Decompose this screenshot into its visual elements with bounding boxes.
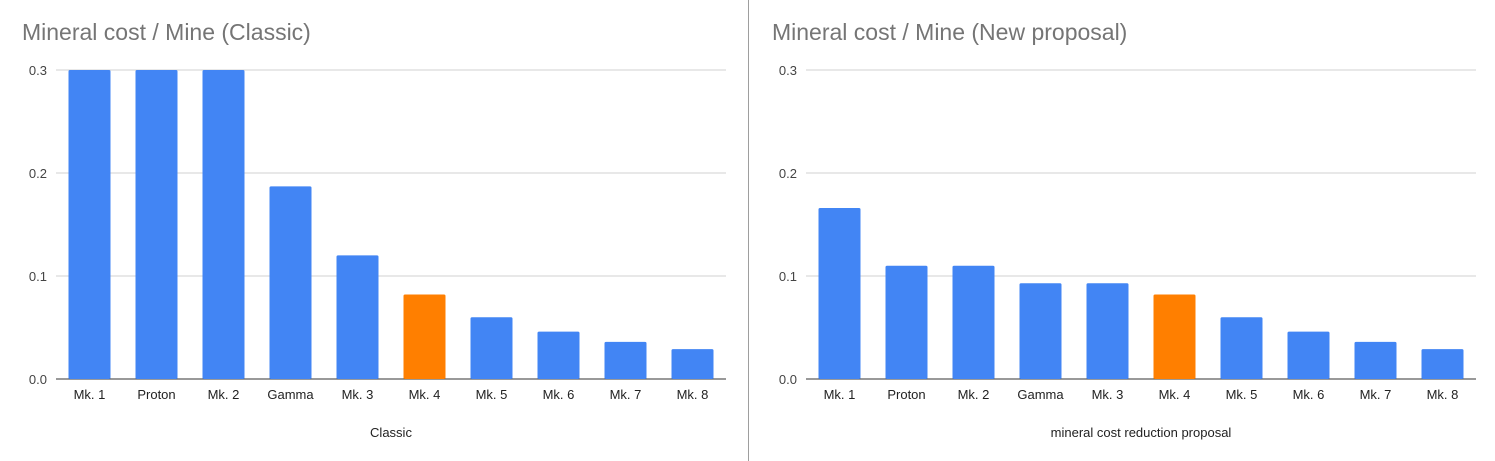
x-tick-label: Mk. 8 (1427, 387, 1459, 402)
bar-proton[interactable] (135, 70, 178, 379)
bar-mk-3[interactable] (336, 255, 379, 379)
y-tick-label: 0.3 (779, 63, 797, 78)
classic-chart-plot: 0.0 0.1 0.2 0.3 Mk. 1 Proton Mk. 2 Gamma Mk. 3 Mk… (29, 63, 726, 440)
x-axis-title: mineral cost reduction proposal (1051, 425, 1232, 440)
x-tick-label: Mk. 6 (543, 387, 575, 402)
x-tick-label: Mk. 4 (1159, 387, 1191, 402)
x-tick-label: Mk. 7 (610, 387, 642, 402)
classic-chart-title: Mineral cost / Mine (Classic) (22, 19, 311, 45)
y-tick-label: 0.2 (779, 166, 797, 181)
x-tick-label: Mk. 3 (1092, 387, 1124, 402)
x-tick-label: Mk. 2 (208, 387, 240, 402)
x-tick-label: Mk. 6 (1293, 387, 1325, 402)
proposal-chart-plot: 0.0 0.1 0.2 0.3 Mk. 1 Proton Mk. 2 Gamma Mk. 3 Mk… (779, 63, 1476, 440)
bar-proton[interactable] (885, 265, 928, 379)
x-tick-label: Mk. 1 (824, 387, 856, 402)
bar-gamma[interactable] (1019, 283, 1062, 379)
x-tick-label: Mk. 3 (342, 387, 374, 402)
panel-divider (748, 0, 749, 461)
bar-mk-6[interactable] (537, 331, 580, 379)
y-tick-label: 0.1 (779, 269, 797, 284)
x-tick-label: Mk. 2 (958, 387, 990, 402)
y-tick-label: 0.3 (29, 63, 47, 78)
x-tick-label: Gamma (1017, 387, 1064, 402)
x-axis-title: Classic (370, 425, 412, 440)
bar-mk-2[interactable] (202, 70, 245, 379)
x-tick-label: Gamma (267, 387, 314, 402)
x-tick-label: Proton (887, 387, 925, 402)
x-tick-label: Mk. 5 (1226, 387, 1258, 402)
bar-mk-2[interactable] (952, 265, 995, 379)
classic-chart-panel: Mineral cost / Mine (Classic) 0.0 0.1 0.2 0… (22, 19, 726, 440)
x-tick-label: Proton (137, 387, 175, 402)
bar-mk-5[interactable] (1220, 317, 1263, 379)
x-tick-label: Mk. 5 (476, 387, 508, 402)
x-tick-label: Mk. 8 (677, 387, 709, 402)
y-tick-label: 0.0 (29, 372, 47, 387)
bar-mk-7[interactable] (604, 341, 647, 379)
bar-mk-7[interactable] (1354, 341, 1397, 379)
bar-mk-5[interactable] (470, 317, 513, 379)
bar-mk-3[interactable] (1086, 283, 1129, 379)
bar-gamma[interactable] (269, 186, 312, 379)
bar-mk-6[interactable] (1287, 331, 1330, 379)
y-tick-label: 0.1 (29, 269, 47, 284)
proposal-chart-panel: Mineral cost / Mine (New proposal) 0.0 0.… (750, 0, 1495, 461)
bar-mk-4[interactable] (403, 294, 446, 379)
bar-mk-1[interactable] (68, 70, 111, 379)
proposal-chart-title: Mineral cost / Mine (New proposal) (772, 19, 1128, 45)
bar-mk-1[interactable] (818, 208, 861, 379)
bar-mk-8[interactable] (671, 349, 714, 379)
y-tick-label: 0.0 (779, 372, 797, 387)
x-tick-label: Mk. 4 (409, 387, 441, 402)
y-tick-label: 0.2 (29, 166, 47, 181)
x-tick-label: Mk. 1 (74, 387, 106, 402)
x-tick-label: Mk. 7 (1360, 387, 1392, 402)
bar-mk-8[interactable] (1421, 349, 1464, 379)
bar-mk-4[interactable] (1153, 294, 1196, 379)
